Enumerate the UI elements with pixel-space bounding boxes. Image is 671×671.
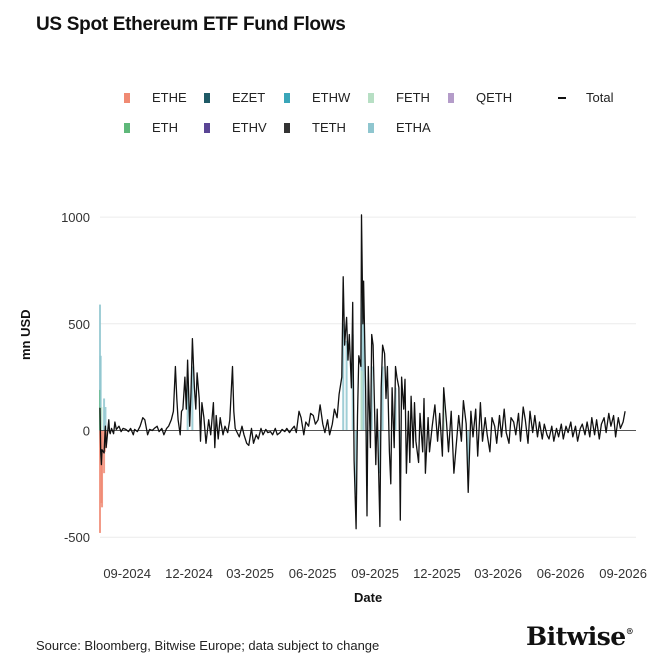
fund-bar [355, 430, 358, 495]
legend-item-feth: FETH [368, 90, 430, 105]
legend-item-teth: TETH [284, 120, 346, 135]
fund-bar [99, 430, 101, 533]
fund-bar [351, 334, 354, 431]
legend-item-qeth: QETH [448, 90, 512, 105]
fund-bar [101, 430, 104, 508]
x-tick-label: 06-2026 [537, 566, 585, 581]
legend-swatch [448, 92, 454, 103]
legend-item-eth: ETH [124, 120, 178, 135]
brand-name: Bitwise [526, 622, 626, 651]
legend-label: ETHE [152, 90, 187, 105]
chart-title: US Spot Ethereum ETF Fund Flows [36, 14, 346, 35]
x-tick-label: 06-2025 [289, 566, 337, 581]
legend-item-ethe: ETHE [124, 90, 187, 105]
x-axis-label: Date [354, 590, 383, 605]
legend-label: ETHW [312, 90, 351, 105]
total-series [99, 214, 626, 530]
legend-swatch [204, 122, 210, 133]
fund-bar [399, 430, 402, 474]
fund-bar [103, 398, 106, 431]
legend-swatch [284, 92, 290, 103]
y-tick-label: 500 [68, 317, 90, 332]
legend-label: QETH [476, 90, 513, 105]
legend-label: EZET [232, 90, 266, 105]
y-tick-label: -500 [64, 530, 90, 545]
legend-label: FETH [396, 90, 430, 105]
fund-bar [100, 407, 103, 431]
legend-swatch [124, 122, 130, 133]
x-tick-label: 12-2025 [413, 566, 461, 581]
x-axis-ticks: 09-2024 12-2024 03-2025 06-2025 09-2025 12-20… [103, 566, 647, 581]
fund-bar [104, 407, 107, 431]
y-tick-label: 0 [83, 423, 90, 438]
x-tick-label: 12-2024 [165, 566, 213, 581]
legend-line [558, 96, 566, 99]
legend-item-ethw: ETHW [284, 90, 350, 105]
x-tick-label: 09-2025 [351, 566, 399, 581]
total-line [99, 214, 626, 530]
fund-bar [370, 366, 373, 431]
source-note: Source: Bloomberg, Bitwise Europe; data … [36, 638, 380, 653]
x-tick-label: 09-2026 [599, 566, 647, 581]
fund-bar [381, 366, 384, 431]
legend-item-etha: ETHA [368, 120, 431, 135]
legend-label: Total [586, 90, 614, 105]
legend: ETHE EZET ETHW FETH QETH Total ETH ETHV … [120, 88, 640, 148]
fund-bar [345, 340, 348, 431]
legend-label: ETHV [232, 120, 267, 135]
fund-bar [467, 430, 470, 474]
legend-label: ETHA [396, 120, 431, 135]
legend-item-total: Total [558, 90, 613, 105]
y-tick-label: 1000 [61, 210, 90, 225]
legend-label: ETH [152, 120, 178, 135]
legend-swatch [284, 122, 290, 133]
legend-swatch [204, 92, 210, 103]
legend-label: TETH [312, 120, 346, 135]
legend-swatch [368, 92, 374, 103]
fund-bar [360, 370, 363, 431]
x-tick-label: 09-2024 [103, 566, 151, 581]
fund-bar [394, 387, 397, 431]
fund-bar [191, 366, 194, 431]
legend-swatch [124, 92, 130, 103]
fund-bar [362, 323, 365, 431]
y-axis-label: mn USD [18, 309, 33, 360]
legend-item-ezet: EZET [204, 90, 265, 105]
brand-mark: ® [625, 626, 634, 636]
fund-bar [186, 377, 189, 431]
x-tick-label: 03-2026 [474, 566, 522, 581]
y-axis-ticks: -500 0 500 1000 [61, 210, 90, 545]
legend-item-ethv: ETHV [204, 120, 267, 135]
fund-bar [342, 323, 345, 431]
x-tick-label: 03-2025 [226, 566, 274, 581]
fund-bar [378, 430, 381, 474]
bitwise-logo: Bitwise® [526, 622, 634, 651]
fund-bar [99, 355, 102, 431]
legend-swatch [368, 122, 374, 133]
